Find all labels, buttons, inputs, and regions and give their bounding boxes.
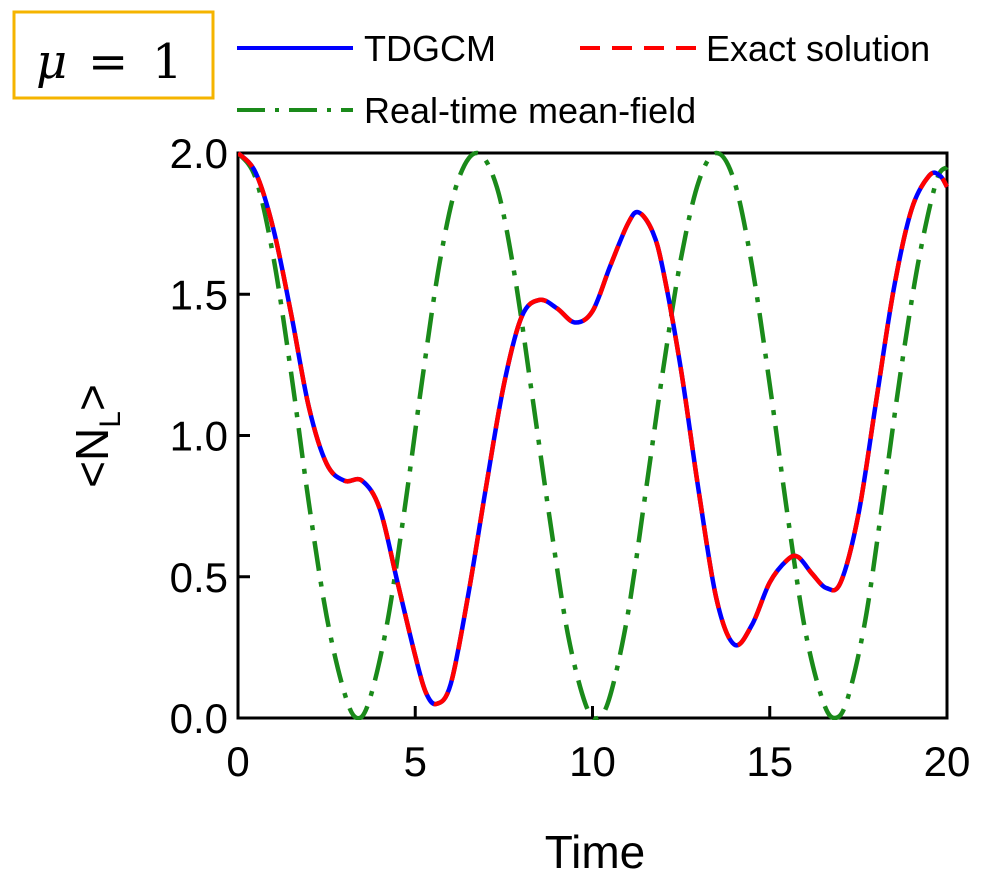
mu-equals: =	[88, 34, 128, 90]
y-axis-title-subscript: L	[94, 411, 127, 428]
y-tick-label-0-0: 0.0	[170, 695, 228, 742]
x-tick-label-10: 10	[569, 738, 616, 785]
y-tick-label-2-0: 2.0	[170, 130, 228, 177]
y-tick-label-0-5: 0.5	[170, 554, 228, 601]
mu-variable: μ	[36, 34, 67, 90]
series-group	[238, 150, 949, 720]
x-tick-label-20: 20	[924, 738, 971, 785]
series-line-tdgcm	[238, 151, 949, 707]
y-axis-title-main: <N	[66, 428, 118, 488]
series-line-mean-field	[238, 150, 949, 720]
legend-label-mean-field: Real-time mean-field	[364, 90, 696, 131]
x-tick-label-5: 5	[404, 738, 427, 785]
x-tick-label-15: 15	[746, 738, 793, 785]
mu-annotation-box	[12, 10, 215, 100]
y-axis: 0.0 0.5 1.0 1.5 2.0	[170, 130, 250, 742]
x-axis: 0 5 10 15 20	[226, 706, 970, 785]
y-tick-label-1-0: 1.0	[170, 413, 228, 460]
y-axis-title: <NL>	[66, 384, 127, 488]
y-axis-title-close: >	[66, 384, 118, 411]
legend-label-exact: Exact solution	[706, 28, 930, 69]
legend-label-tdgcm: TDGCM	[364, 28, 496, 69]
x-axis-title: Time	[545, 826, 646, 878]
series-line-exact	[238, 151, 949, 707]
mu-value: 1	[152, 34, 183, 90]
legend: TDGCM Exact solution Real-time mean-fiel…	[237, 28, 930, 131]
plot-frame	[236, 151, 949, 720]
x-tick-label-0: 0	[226, 738, 249, 785]
y-tick-label-1-5: 1.5	[170, 271, 228, 318]
